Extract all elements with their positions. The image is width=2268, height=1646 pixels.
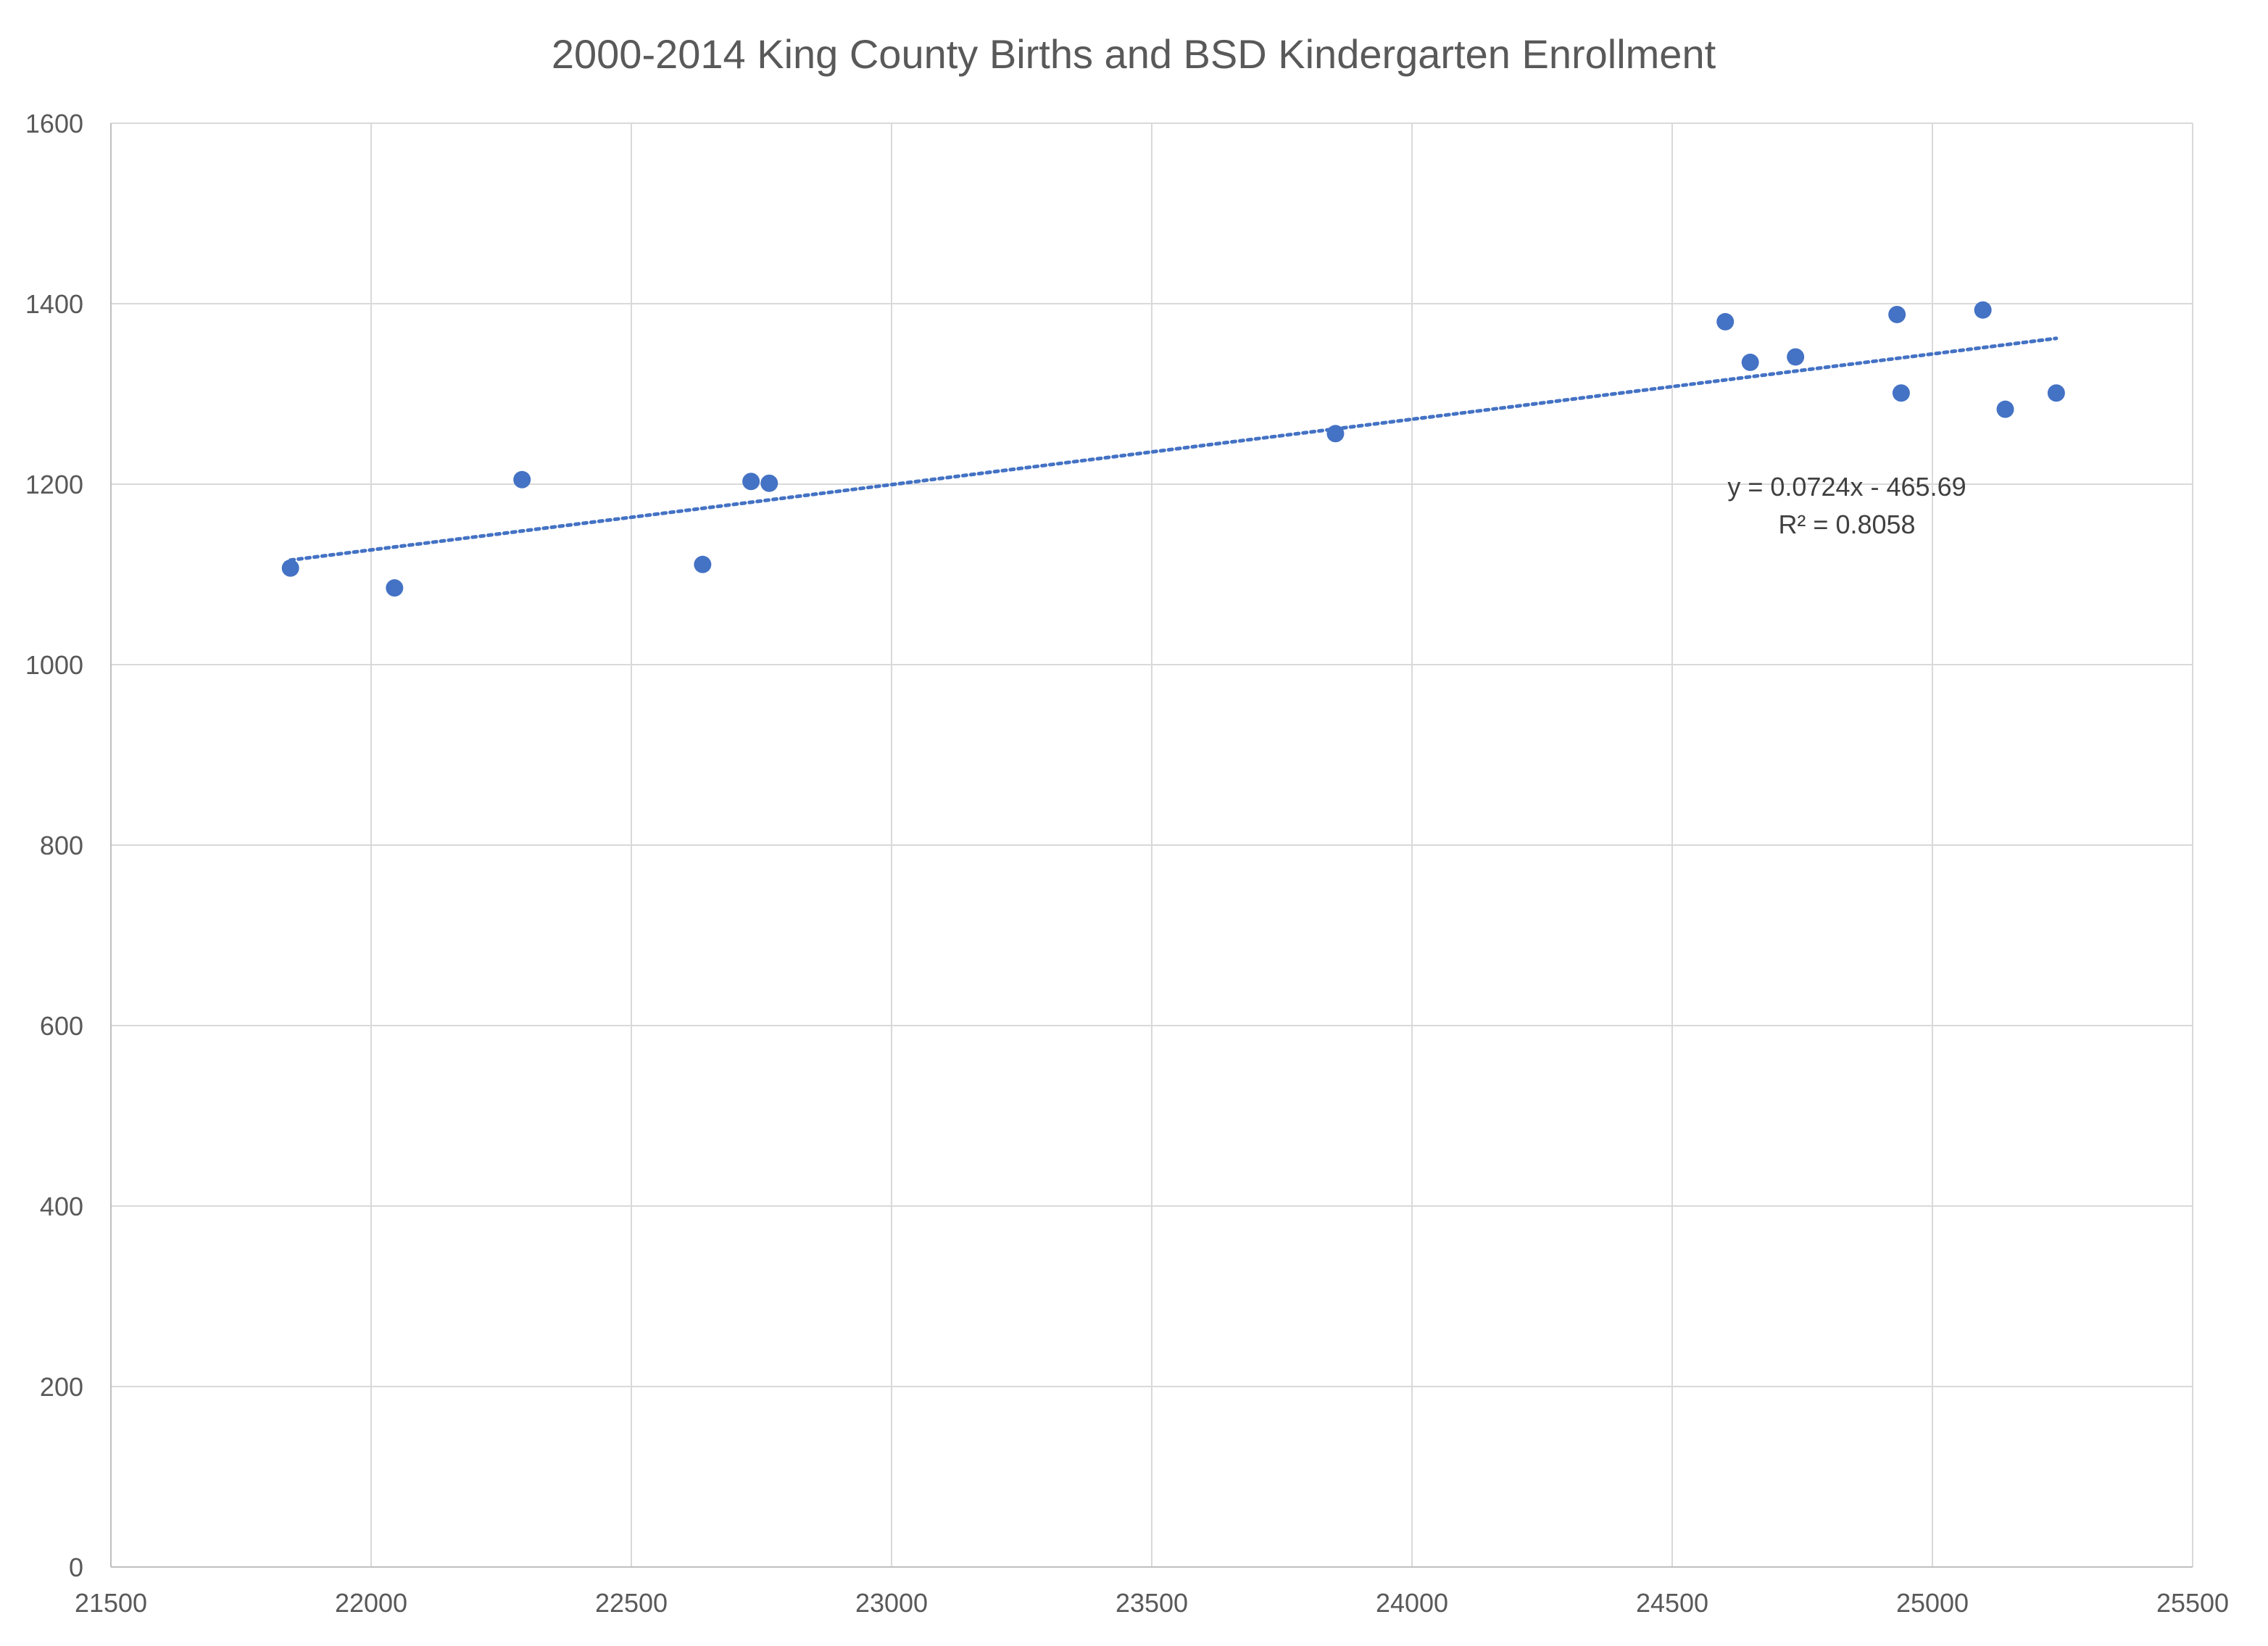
data-point bbox=[1892, 384, 1910, 402]
trendline-layer bbox=[288, 336, 2059, 562]
data-point bbox=[1996, 400, 2014, 418]
data-point bbox=[1716, 312, 1735, 331]
trendline-r2-label: R² = 0.8058 bbox=[1778, 510, 1915, 539]
x-tick-label: 22000 bbox=[335, 1588, 407, 1618]
x-tick-label: 22500 bbox=[595, 1588, 668, 1618]
y-tick-label: 1200 bbox=[25, 470, 83, 499]
x-tick-label: 24000 bbox=[1376, 1588, 1448, 1618]
axes bbox=[110, 123, 2193, 1568]
x-tick-label: 23000 bbox=[855, 1588, 928, 1618]
y-tick-label: 0 bbox=[69, 1553, 83, 1582]
data-point bbox=[2047, 384, 2065, 402]
x-tick-label: 23500 bbox=[1116, 1588, 1188, 1618]
y-tick-label: 1600 bbox=[25, 109, 83, 138]
data-point bbox=[1741, 353, 1759, 371]
trendline bbox=[288, 336, 2059, 562]
chart-title: 2000-2014 King County Births and BSD Kin… bbox=[552, 31, 1716, 77]
data-point bbox=[1888, 305, 1906, 323]
data-point bbox=[694, 555, 712, 573]
data-point bbox=[760, 474, 778, 492]
data-point bbox=[742, 473, 760, 491]
data-points bbox=[281, 301, 2065, 597]
x-tick-label: 24500 bbox=[1636, 1588, 1708, 1618]
trendline-equation-label: y = 0.0724x - 465.69 bbox=[1727, 472, 1966, 502]
y-tick-label: 400 bbox=[40, 1192, 83, 1221]
trendline-annotation: y = 0.0724x - 465.69 R² = 0.8058 bbox=[1727, 472, 1966, 539]
data-point bbox=[513, 470, 531, 489]
data-point bbox=[1326, 425, 1345, 443]
x-tick-label: 25500 bbox=[2156, 1588, 2229, 1618]
y-tick-label: 600 bbox=[40, 1011, 83, 1041]
data-point bbox=[1974, 301, 1992, 319]
y-tick-label: 800 bbox=[40, 831, 83, 860]
data-point bbox=[1787, 348, 1805, 366]
x-tick-label: 21500 bbox=[75, 1588, 147, 1618]
y-tick-label: 200 bbox=[40, 1372, 83, 1402]
gridlines bbox=[111, 122, 2193, 1567]
data-point bbox=[281, 559, 299, 577]
x-tick-label: 25000 bbox=[1896, 1588, 1969, 1618]
tick-labels: 0 200 400 600 800 1000 1200 1400 1600 21500 22000 2… bbox=[25, 109, 2229, 1618]
y-tick-label: 1000 bbox=[25, 650, 83, 680]
data-point bbox=[386, 579, 404, 597]
y-tick-label: 1400 bbox=[25, 289, 83, 319]
